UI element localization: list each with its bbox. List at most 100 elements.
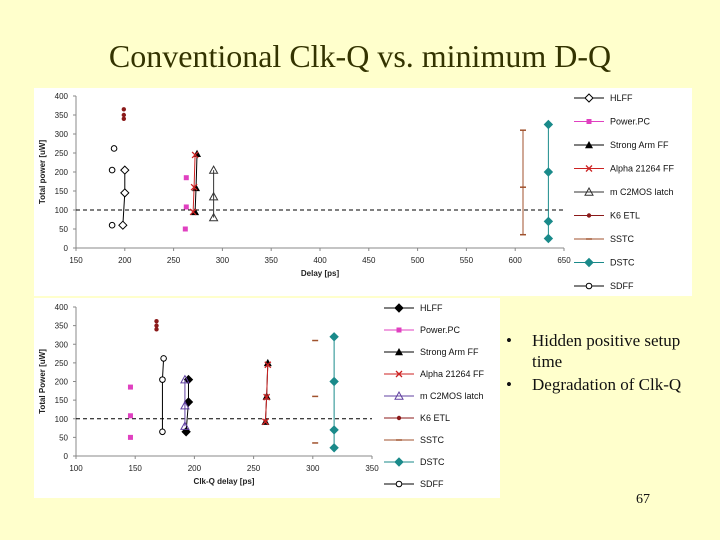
legend-entry: DSTC	[384, 457, 445, 467]
legend-label: Strong Arm FF	[610, 140, 669, 150]
legend-label: SDFF	[420, 479, 444, 489]
legend-label: K6 ETL	[420, 413, 450, 423]
x-tick-label: 200	[188, 464, 202, 473]
series-power-pc	[182, 175, 189, 232]
series-dstc	[543, 119, 554, 244]
legend-marker	[585, 165, 593, 172]
data-point	[264, 361, 272, 369]
x-tick-label: 150	[129, 464, 143, 473]
series-power-pc	[127, 384, 133, 440]
bullet-list: • Hidden positive setup time • Degradati…	[506, 330, 706, 397]
legend-entry: Alpha 21264 FF	[574, 164, 675, 174]
data-point	[121, 116, 127, 121]
chart-delay-vs-power: 0 50 100 150 200 250 300 350 400 150 200 250 300 350 4…	[34, 88, 692, 296]
data-point	[154, 323, 159, 328]
series-line	[161, 358, 165, 432]
data-point	[159, 376, 166, 383]
data-point	[108, 221, 116, 229]
legend-label: SDFF	[610, 281, 634, 291]
data-point	[183, 397, 194, 407]
series-line	[194, 153, 198, 212]
data-point	[543, 233, 554, 244]
x-tick-label: 450	[362, 256, 376, 265]
legend-label: DSTC	[420, 457, 445, 467]
bullet-text: Hidden positive setup time	[532, 331, 681, 371]
x-tick-label: 650	[557, 256, 571, 265]
legend-marker	[584, 257, 594, 268]
bullet-symbol: •	[506, 375, 512, 394]
legend-label: SSTC	[610, 234, 635, 244]
legend-entry: SDFF	[574, 281, 634, 291]
legend-entry: m C2MOS latch	[574, 186, 674, 197]
data-point	[118, 220, 128, 230]
legend-entry: DSTC	[574, 258, 635, 268]
bullet-item: • Degradation of Clk-Q	[506, 374, 706, 395]
data-point	[180, 374, 190, 384]
data-point	[329, 376, 339, 387]
x-tick-label: 300	[306, 464, 320, 473]
legend-entry: SDFF	[384, 479, 444, 489]
data-point	[120, 188, 130, 198]
series-strong-arm-ff	[191, 149, 202, 216]
y-axis-label: Total Power [uW]	[38, 349, 47, 414]
x-tick-label: 500	[411, 256, 425, 265]
legend-entry: m C2MOS latch	[384, 390, 484, 401]
legend-label: HLFF	[420, 303, 443, 313]
data-point	[183, 175, 189, 181]
y-axis-label: Total power [uW]	[38, 140, 47, 205]
legend-entry: HLFF	[384, 303, 443, 313]
data-point	[261, 418, 269, 426]
series-line	[122, 170, 126, 226]
y-tick-label: 300	[55, 130, 69, 139]
y-tick-label: 200	[55, 378, 69, 387]
data-point	[159, 428, 166, 436]
y-tick-label: 150	[55, 396, 69, 405]
bullet-symbol: •	[506, 331, 512, 350]
series-k6-etl	[154, 318, 159, 332]
series-sstc	[312, 339, 319, 444]
series-hlff	[118, 165, 130, 230]
data-point	[121, 112, 127, 118]
data-point	[180, 421, 190, 430]
series-k6-etl	[121, 107, 127, 121]
series-line	[192, 154, 196, 212]
data-point	[127, 434, 133, 440]
data-point	[160, 355, 167, 362]
legend-label: Power.PC	[420, 325, 461, 335]
chart-2-svg: 0 50 100 150 200 250 300 350 400 100 150 200 250 300 3…	[38, 303, 485, 489]
y-tick-label: 350	[55, 322, 69, 331]
data-point	[208, 191, 219, 201]
x-tick-label: 300	[216, 256, 230, 265]
series-sstc	[520, 129, 527, 236]
y-tick-label: 100	[55, 415, 69, 424]
x-tick-label: 600	[509, 256, 523, 265]
series-alpha-21264-ff	[261, 361, 272, 426]
chart-1-svg: 0 50 100 150 200 250 300 350 400 150 200 250 300 350 4…	[38, 92, 675, 291]
x-tick-label: 200	[118, 256, 132, 265]
legend-marker	[584, 186, 594, 196]
data-point	[127, 384, 133, 390]
x-tick-label: 150	[69, 256, 83, 265]
legend-marker	[585, 282, 593, 290]
data-point	[182, 226, 188, 232]
legend-marker	[396, 415, 402, 421]
data-point	[329, 332, 339, 342]
y-tick-label: 250	[55, 149, 69, 158]
data-point	[154, 318, 159, 324]
data-point	[191, 151, 199, 159]
data-point	[108, 166, 116, 174]
data-point	[329, 443, 339, 453]
legend-entry: Strong Arm FF	[574, 140, 669, 150]
data-point	[180, 400, 190, 410]
legend-entry: K6 ETL	[574, 211, 640, 221]
series-alpha-21264-ff	[189, 151, 199, 216]
legend-label: K6 ETL	[610, 211, 640, 221]
x-tick-label: 350	[365, 464, 379, 473]
legend-entry: Power.PC	[384, 325, 461, 335]
page-number: 67	[636, 492, 650, 507]
legend-entry: Alpha 21264 FF	[384, 369, 485, 379]
x-axis-label: Delay [ps]	[301, 269, 340, 278]
y-tick-label: 0	[64, 452, 69, 461]
data-point	[183, 204, 189, 210]
legend-marker	[394, 303, 404, 313]
